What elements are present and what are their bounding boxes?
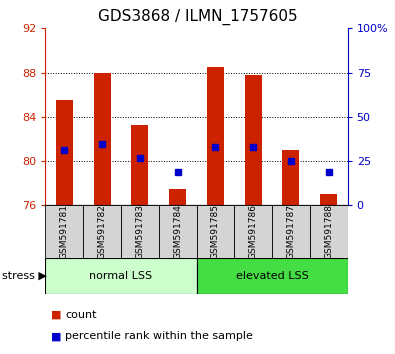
Text: elevated LSS: elevated LSS	[236, 271, 308, 281]
Text: GSM591783: GSM591783	[135, 204, 144, 259]
Bar	[121, 205, 159, 258]
Bar	[234, 205, 272, 258]
Text: percentile rank within the sample: percentile rank within the sample	[65, 331, 253, 341]
Text: GDS3868 / ILMN_1757605: GDS3868 / ILMN_1757605	[98, 9, 297, 25]
Text: ■: ■	[51, 310, 62, 320]
Text: GSM591787: GSM591787	[286, 204, 295, 259]
Text: GSM591785: GSM591785	[211, 204, 220, 259]
Text: GSM591782: GSM591782	[98, 204, 107, 259]
Text: stress ▶: stress ▶	[2, 271, 47, 281]
Bar	[197, 258, 348, 294]
Bar	[207, 67, 224, 205]
Bar	[197, 205, 234, 258]
Text: GSM591786: GSM591786	[249, 204, 258, 259]
Bar	[45, 258, 197, 294]
Text: GSM591784: GSM591784	[173, 204, 182, 259]
Bar	[159, 205, 197, 258]
Bar	[56, 100, 73, 205]
Bar	[320, 194, 337, 205]
Text: GSM591781: GSM591781	[60, 204, 69, 259]
Bar	[310, 205, 348, 258]
Text: count: count	[65, 310, 97, 320]
Text: GSM591788: GSM591788	[324, 204, 333, 259]
Bar	[132, 125, 149, 205]
Bar	[169, 189, 186, 205]
Bar	[282, 150, 299, 205]
Bar	[45, 205, 83, 258]
Text: ■: ■	[51, 331, 62, 341]
Bar	[83, 205, 121, 258]
Bar	[272, 205, 310, 258]
Bar	[245, 75, 261, 205]
Bar	[94, 73, 111, 205]
Text: normal LSS: normal LSS	[89, 271, 152, 281]
